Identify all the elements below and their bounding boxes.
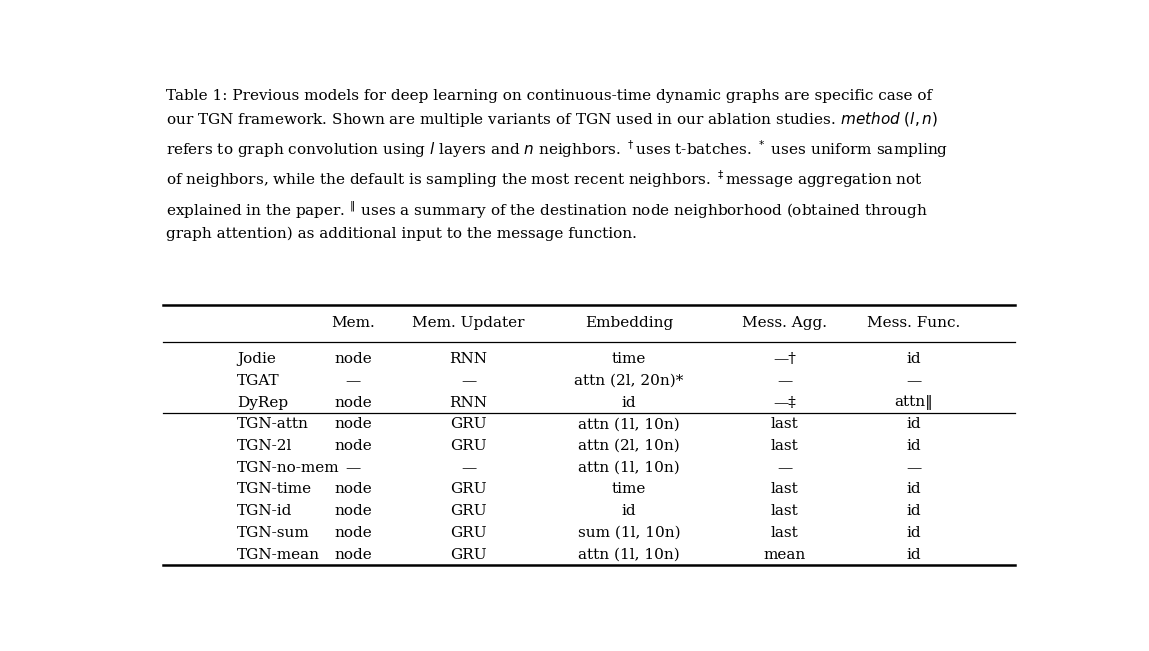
Text: RNN: RNN — [449, 352, 487, 366]
Text: Mem.: Mem. — [331, 316, 375, 331]
Text: node: node — [334, 504, 372, 518]
Text: Mess. Func.: Mess. Func. — [867, 316, 961, 331]
Text: id: id — [907, 352, 921, 366]
Text: GRU: GRU — [450, 439, 487, 453]
Text: —: — — [907, 374, 921, 388]
Text: —: — — [461, 374, 477, 388]
Text: DyRep: DyRep — [237, 396, 288, 409]
Text: TGN-attn: TGN-attn — [237, 417, 309, 431]
Text: Table 1: Previous models for deep learning on continuous-time dynamic graphs are: Table 1: Previous models for deep learni… — [165, 89, 948, 241]
Text: time: time — [611, 352, 646, 366]
Text: last: last — [771, 526, 799, 540]
Text: attn (1l, 10n): attn (1l, 10n) — [578, 417, 680, 431]
Text: —‡: —‡ — [773, 396, 796, 409]
Text: —: — — [345, 461, 361, 475]
Text: —: — — [345, 374, 361, 388]
Text: TGN-2l: TGN-2l — [237, 439, 293, 453]
Text: node: node — [334, 417, 372, 431]
Text: GRU: GRU — [450, 482, 487, 496]
Text: id: id — [907, 547, 921, 562]
Text: GRU: GRU — [450, 504, 487, 518]
Text: —: — — [461, 461, 477, 475]
Text: GRU: GRU — [450, 547, 487, 562]
Text: node: node — [334, 547, 372, 562]
Text: node: node — [334, 526, 372, 540]
Text: Embedding: Embedding — [585, 316, 673, 331]
Text: RNN: RNN — [449, 396, 487, 409]
Text: Mem. Updater: Mem. Updater — [412, 316, 525, 331]
Text: attn (2l, 20n)*: attn (2l, 20n)* — [574, 374, 684, 388]
Text: last: last — [771, 417, 799, 431]
Text: id: id — [622, 396, 637, 409]
Text: TGN-no-mem: TGN-no-mem — [237, 461, 340, 475]
Text: mean: mean — [764, 547, 805, 562]
Text: last: last — [771, 482, 799, 496]
Text: TGN-time: TGN-time — [237, 482, 313, 496]
Text: node: node — [334, 439, 372, 453]
Text: node: node — [334, 482, 372, 496]
Text: attn (1l, 10n): attn (1l, 10n) — [578, 547, 680, 562]
Text: —: — — [907, 461, 921, 475]
Text: attn (1l, 10n): attn (1l, 10n) — [578, 461, 680, 475]
Text: —†: —† — [773, 352, 796, 366]
Text: TGAT: TGAT — [237, 374, 279, 388]
Text: node: node — [334, 396, 372, 409]
Text: last: last — [771, 439, 799, 453]
Text: GRU: GRU — [450, 417, 487, 431]
Text: —: — — [777, 461, 793, 475]
Text: Jodie: Jodie — [237, 352, 276, 366]
Text: id: id — [907, 526, 921, 540]
Text: time: time — [611, 482, 646, 496]
Text: TGN-sum: TGN-sum — [237, 526, 310, 540]
Text: id: id — [907, 439, 921, 453]
Text: —: — — [777, 374, 793, 388]
Text: attn‖: attn‖ — [895, 395, 933, 410]
Text: id: id — [907, 504, 921, 518]
Text: id: id — [907, 482, 921, 496]
Text: last: last — [771, 504, 799, 518]
Text: Mess. Agg.: Mess. Agg. — [742, 316, 827, 331]
Text: id: id — [622, 504, 637, 518]
Text: node: node — [334, 352, 372, 366]
Text: id: id — [907, 417, 921, 431]
Text: GRU: GRU — [450, 526, 487, 540]
Text: TGN-mean: TGN-mean — [237, 547, 321, 562]
Text: TGN-id: TGN-id — [237, 504, 293, 518]
Text: attn (2l, 10n): attn (2l, 10n) — [578, 439, 680, 453]
Text: sum (1l, 10n): sum (1l, 10n) — [578, 526, 680, 540]
